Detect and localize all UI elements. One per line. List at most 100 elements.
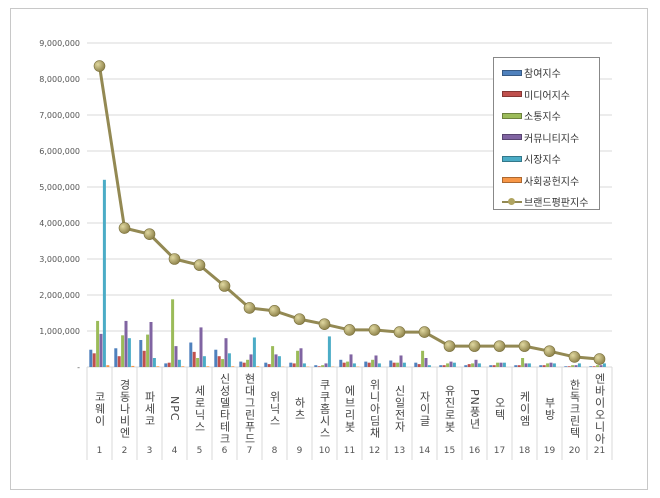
bar-시장지수-1 xyxy=(102,179,106,367)
bar-사회공헌지수-3 xyxy=(156,366,160,367)
bar-커뮤니티지수-10 xyxy=(324,363,328,367)
bar-미디어지수-19 xyxy=(542,365,546,367)
bar-미디어지수-17 xyxy=(492,365,496,367)
bar-미디어지수-5 xyxy=(192,351,196,367)
bar-미디어지수-3 xyxy=(142,350,146,367)
bar-시장지수-19 xyxy=(552,363,556,367)
legend-item: 미디어지수 xyxy=(502,84,599,106)
bar-사회공헌지수-1 xyxy=(106,365,110,367)
category-label: 쿠쿠홈시스 xyxy=(318,379,331,439)
bar-시장지수-13 xyxy=(402,362,406,367)
legend-label: 사회공헌지수 xyxy=(524,176,580,188)
bar-소통지수-1 xyxy=(96,320,100,367)
bar-참여지수-20 xyxy=(564,366,568,367)
bar-참여지수-17 xyxy=(489,365,493,367)
legend: 참여지수 미디어지수 소통지수 커뮤니티지수 시장지수 사회공헌지수 브랜드평판지수 xyxy=(493,57,600,210)
bar-미디어지수-4 xyxy=(167,362,171,367)
bar-커뮤니티지수-7 xyxy=(249,354,253,367)
line-point-4 xyxy=(168,253,181,265)
rank-label: 13 xyxy=(393,446,406,456)
bar-소통지수-13 xyxy=(396,362,400,367)
bar-커뮤니티지수-14 xyxy=(424,358,428,367)
line-point-13 xyxy=(393,326,406,338)
bar-사회공헌지수-7 xyxy=(256,366,260,367)
bar-시장지수-18 xyxy=(527,363,531,367)
bar-소통지수-15 xyxy=(446,363,450,367)
bar-시장지수-14 xyxy=(427,365,431,367)
category-label: 위닉스 xyxy=(268,391,281,427)
bar-시장지수-16 xyxy=(477,363,481,367)
line-point-10 xyxy=(318,318,331,330)
legend-swatch xyxy=(502,155,522,162)
bar-미디어지수-12 xyxy=(367,362,371,367)
legend-swatch xyxy=(502,69,522,76)
bar-시장지수-7 xyxy=(252,337,256,367)
line-point-18 xyxy=(518,340,531,352)
legend-label: 참여지수 xyxy=(524,69,561,81)
bar-미디어지수-7 xyxy=(242,362,246,367)
rank-label: 2 xyxy=(121,446,128,456)
rank-label: 18 xyxy=(518,446,531,456)
bar-참여지수-15 xyxy=(439,365,443,367)
bar-시장지수-5 xyxy=(202,356,206,367)
bar-소통지수-7 xyxy=(246,359,250,367)
line-point-15 xyxy=(443,340,456,352)
bar-소통지수-4 xyxy=(171,299,175,367)
category-label: 위니아딤채 xyxy=(368,379,381,439)
bar-커뮤니티지수-20 xyxy=(574,365,578,367)
bar-커뮤니티지수-13 xyxy=(399,355,403,367)
rank-label: 19 xyxy=(543,446,556,456)
bar-참여지수-19 xyxy=(539,365,543,367)
line-point-2 xyxy=(118,222,131,234)
category-label: NPC xyxy=(168,396,181,422)
category-label: 부방 xyxy=(543,397,556,421)
category-label: 경동나비엔 xyxy=(118,379,131,439)
rank-label: 9 xyxy=(296,446,303,456)
y-tick-label: 4,000,000 xyxy=(39,219,80,228)
bar-소통지수-12 xyxy=(371,359,375,367)
bar-커뮤니티지수-5 xyxy=(199,327,203,367)
bar-소통지수-3 xyxy=(146,334,150,367)
bar-시장지수-6 xyxy=(227,353,231,367)
bar-시장지수-2 xyxy=(127,338,131,367)
bar-미디어지수-20 xyxy=(567,366,571,367)
bar-미디어지수-11 xyxy=(342,362,346,367)
bar-소통지수-18 xyxy=(521,358,525,367)
bar-미디어지수-10 xyxy=(317,366,321,367)
category-label: 엔바이오니아 xyxy=(593,373,606,445)
category-label: 케이엠 xyxy=(518,391,531,427)
bar-시장지수-15 xyxy=(452,362,456,367)
bar-커뮤니티지수-18 xyxy=(524,363,528,367)
bar-시장지수-17 xyxy=(502,362,506,367)
legend-label: 미디어지수 xyxy=(524,90,570,102)
bar-소통지수-6 xyxy=(221,359,225,367)
bar-참여지수-18 xyxy=(514,365,518,367)
legend-item: 시장지수 xyxy=(502,148,599,170)
bar-사회공헌지수-6 xyxy=(231,366,235,367)
bar-미디어지수-21 xyxy=(592,366,596,367)
bar-미디어지수-13 xyxy=(392,362,396,367)
category-label: 코웨이 xyxy=(93,391,106,427)
y-tick-label: 3,000,000 xyxy=(39,255,80,264)
bar-커뮤니티지수-12 xyxy=(374,355,378,367)
bar-참여지수-8 xyxy=(264,362,268,367)
bar-커뮤니티지수-9 xyxy=(299,348,303,367)
rank-label: 4 xyxy=(171,446,178,456)
line-point-14 xyxy=(418,326,431,338)
bar-소통지수-9 xyxy=(296,350,300,367)
bar-미디어지수-14 xyxy=(417,364,421,367)
bar-커뮤니티지수-4 xyxy=(174,346,178,367)
bar-시장지수-21 xyxy=(602,363,606,367)
bar-참여지수-13 xyxy=(389,360,393,367)
bar-커뮤니티지수-11 xyxy=(349,354,353,367)
rank-label: 6 xyxy=(221,446,228,456)
legend-swatch xyxy=(502,134,522,141)
bar-미디어지수-2 xyxy=(117,356,121,367)
rank-label: 1 xyxy=(96,446,103,456)
bar-커뮤니티지수-19 xyxy=(549,362,553,367)
category-label: 한독크린텍 xyxy=(568,379,581,439)
y-tick-label: 2,000,000 xyxy=(39,291,80,300)
bar-미디어지수-16 xyxy=(467,364,471,367)
rank-label: 3 xyxy=(146,446,153,456)
y-tick-label: - xyxy=(77,363,80,372)
